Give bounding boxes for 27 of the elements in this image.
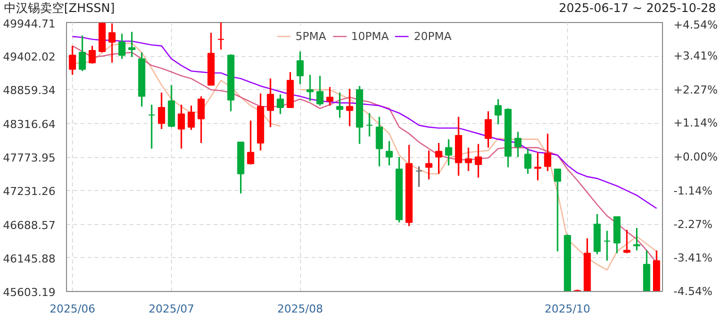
y2-tick-label: -4.54% xyxy=(674,285,712,298)
x-tick-label: 2025/06 xyxy=(50,302,96,316)
x-tick-label: 2025/07 xyxy=(148,302,194,316)
y2-tick-label: +1.14% xyxy=(674,116,718,130)
x-tick-label: 2025/08 xyxy=(277,302,323,316)
y-tick-label: 46145.88 xyxy=(3,252,56,266)
legend-label: 5PMA xyxy=(296,30,326,42)
y-tick-label: 49944.71 xyxy=(3,18,56,30)
y-tick-label: 47773.95 xyxy=(3,152,56,164)
y2-tick-label: +0.00% xyxy=(674,150,718,164)
x-tick-label: 2025/10 xyxy=(544,302,590,316)
y-tick-label: 48859.34 xyxy=(3,84,56,98)
y2-tick-label: +4.54% xyxy=(674,18,718,32)
legend-label: 20PMA xyxy=(414,30,452,42)
chart-subtitle: 2025-06-17 ~ 2025-10-28 xyxy=(558,0,716,17)
y-tick-label: 46688.57 xyxy=(3,218,56,232)
legend-label: 10PMA xyxy=(351,30,389,42)
y-tick-label: 49402.02 xyxy=(3,50,56,64)
y2-tick-label: +2.27% xyxy=(674,83,718,96)
y2-tick-label: +3.41% xyxy=(674,49,718,62)
y2-tick-label: -2.27% xyxy=(674,218,712,231)
y-tick-label: 48316.64 xyxy=(3,118,56,131)
y-tick-label: 45603.19 xyxy=(3,286,56,299)
y2-tick-label: -1.14% xyxy=(674,184,712,198)
y-tick-label: 47231.26 xyxy=(3,185,56,198)
chart-title: 中汉锡卖空[ZHSSN] xyxy=(4,0,115,17)
y2-tick-label: -3.41% xyxy=(674,252,712,265)
